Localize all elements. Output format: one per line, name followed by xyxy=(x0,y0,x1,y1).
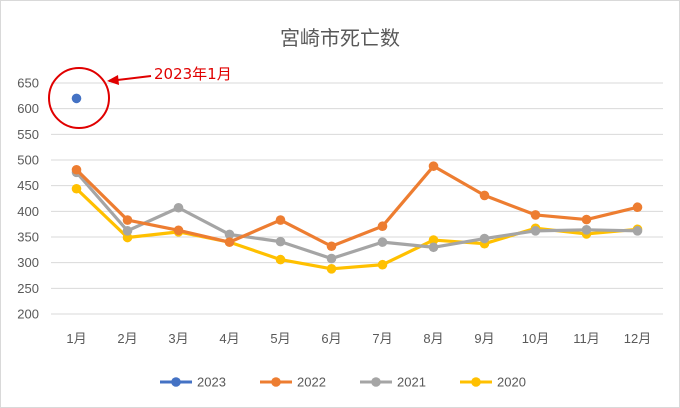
data-point xyxy=(122,232,133,243)
x-axis-tick-labels: 1月 2月 3月 4月 5月 6月 7月 8月 9月 10月 11月 12月 xyxy=(66,331,651,346)
y-tick-label: 400 xyxy=(17,204,39,219)
data-point xyxy=(530,226,541,236)
legend-label: 2023 xyxy=(197,375,226,390)
legend-swatch-marker xyxy=(171,377,181,387)
x-tick-label: 7月 xyxy=(372,331,392,346)
data-point xyxy=(326,241,337,252)
data-point xyxy=(377,259,388,270)
data-point xyxy=(224,237,235,247)
data-point xyxy=(581,225,592,235)
data-point xyxy=(71,164,82,175)
series-line xyxy=(74,164,640,248)
data-point xyxy=(479,190,490,201)
series-2020 xyxy=(71,183,643,274)
legend-item-2023: 2023 xyxy=(160,375,226,390)
x-tick-label: 4月 xyxy=(219,331,239,346)
data-point xyxy=(173,202,184,213)
data-point xyxy=(173,225,184,236)
y-axis-tick-labels: 200 250 300 350 400 450 500 550 600 650 xyxy=(17,76,39,322)
y-tick-label: 300 xyxy=(17,255,39,270)
data-point xyxy=(632,226,643,236)
y-tick-label: 350 xyxy=(17,230,39,245)
legend-item-2020: 2020 xyxy=(460,375,526,390)
y-tick-label: 250 xyxy=(17,281,39,296)
series-layer xyxy=(71,93,643,274)
series-line xyxy=(74,187,640,271)
legend: 2023 2022 2021 2020 xyxy=(160,375,526,390)
legend-swatch-marker xyxy=(471,377,481,387)
x-tick-label: 9月 xyxy=(474,331,494,346)
y-tick-label: 600 xyxy=(17,101,39,116)
data-point xyxy=(428,235,439,245)
data-point xyxy=(122,215,133,225)
y-tick-label: 650 xyxy=(17,76,39,91)
annotation-circle xyxy=(48,67,110,129)
y-tick-label: 200 xyxy=(17,307,39,322)
x-tick-label: 11月 xyxy=(573,331,600,346)
y-tick-label: 550 xyxy=(17,127,39,142)
x-tick-label: 6月 xyxy=(321,331,341,346)
x-tick-label: 1月 xyxy=(66,331,86,346)
y-tick-label: 450 xyxy=(17,178,39,193)
data-point xyxy=(275,254,286,265)
legend-label: 2021 xyxy=(397,375,426,390)
x-tick-label: 10月 xyxy=(522,331,549,346)
legend-label: 2020 xyxy=(497,375,526,390)
gridlines xyxy=(51,82,663,315)
legend-label: 2022 xyxy=(297,375,326,390)
annotation-arrowhead xyxy=(107,75,119,85)
data-point xyxy=(275,215,286,225)
data-point xyxy=(71,93,82,104)
data-point xyxy=(326,253,337,264)
data-point xyxy=(275,236,286,247)
x-tick-label: 3月 xyxy=(168,331,188,346)
data-point xyxy=(122,226,133,236)
data-point xyxy=(530,210,541,220)
data-point xyxy=(377,221,388,232)
data-point xyxy=(224,229,235,240)
annotation-label: 2023年1月 xyxy=(154,65,232,83)
data-point xyxy=(428,242,439,253)
x-tick-label: 12月 xyxy=(624,331,651,346)
legend-item-2021: 2021 xyxy=(360,375,426,390)
annotation: 2023年1月 xyxy=(48,65,232,129)
data-point xyxy=(377,237,388,247)
y-tick-label: 500 xyxy=(17,153,39,168)
series-2023 xyxy=(71,93,82,104)
x-tick-label: 2月 xyxy=(117,331,137,346)
legend-item-2022: 2022 xyxy=(260,375,326,390)
data-point xyxy=(428,161,439,171)
data-point xyxy=(479,233,490,244)
data-point xyxy=(326,264,337,274)
legend-swatch-marker xyxy=(271,377,281,387)
legend-swatch-marker xyxy=(371,377,381,387)
data-point xyxy=(71,183,82,194)
data-point xyxy=(632,202,643,213)
series-line xyxy=(74,170,640,261)
x-tick-label: 5月 xyxy=(270,331,290,346)
series-2022 xyxy=(71,161,643,252)
data-point xyxy=(581,214,592,225)
x-tick-label: 8月 xyxy=(423,331,443,346)
chart-title: 宮崎市死亡数 xyxy=(280,26,400,50)
